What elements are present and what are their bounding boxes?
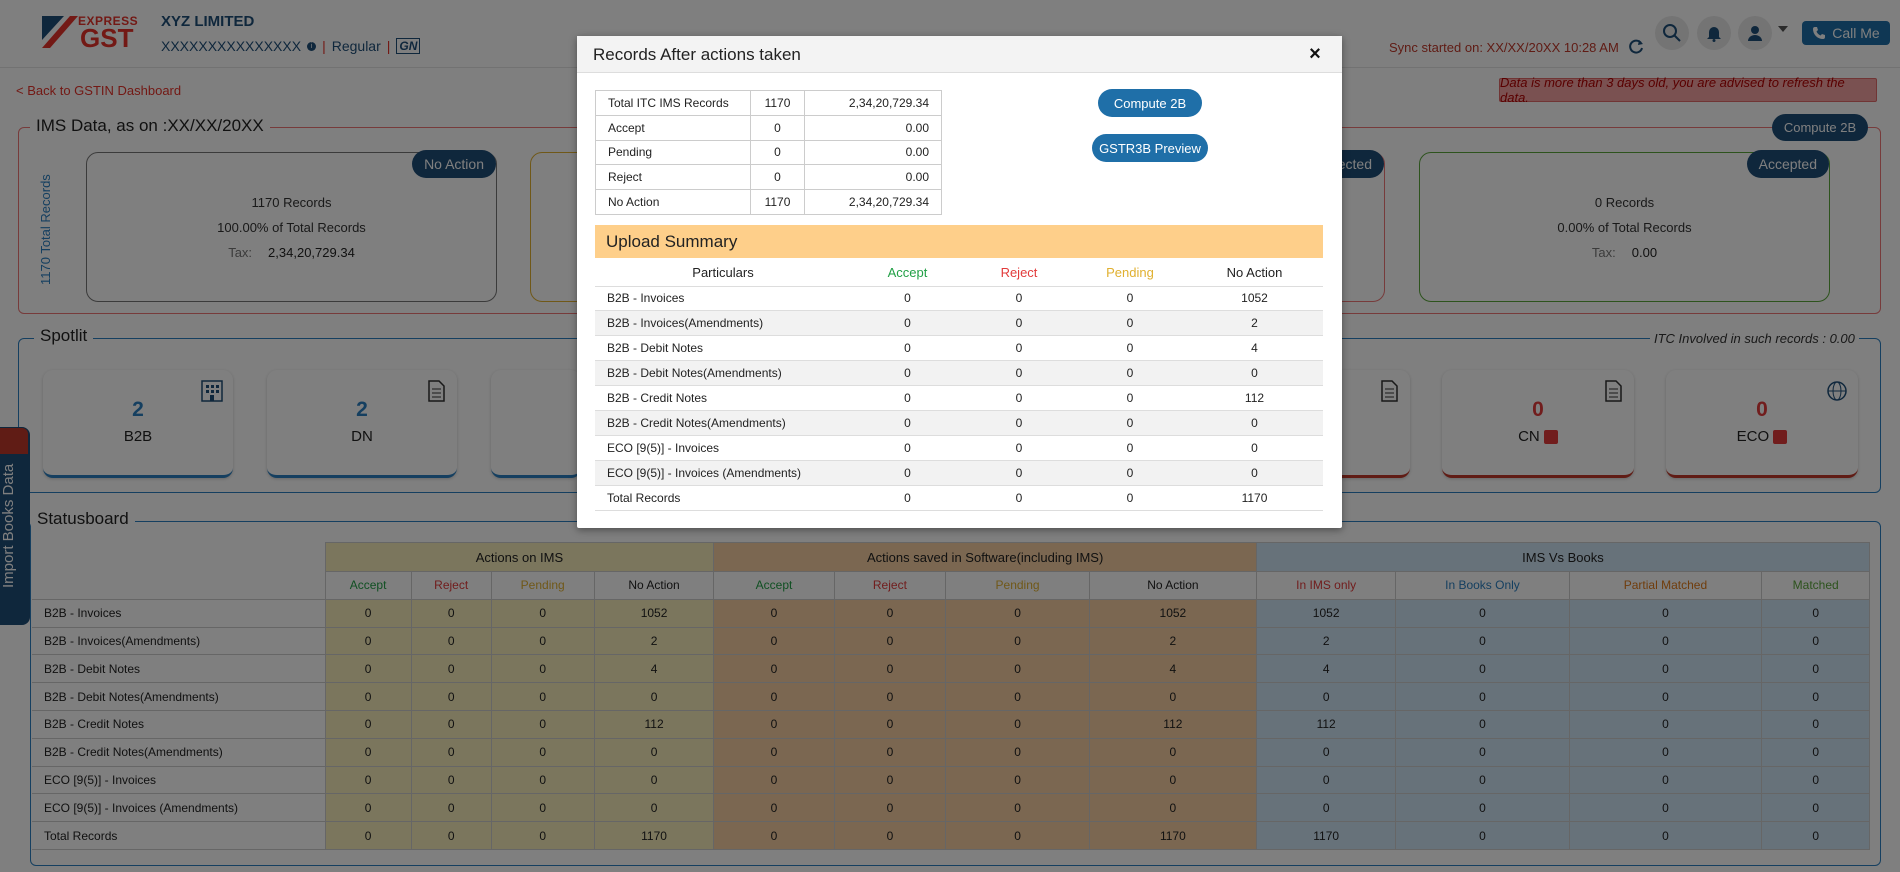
table-cell: 0 (964, 360, 1074, 387)
gstr3b-preview-button[interactable]: GSTR3B Preview (1092, 134, 1208, 162)
table-row: No Action 1170 2,34,20,729.34 (595, 189, 942, 215)
row-label: B2B - Invoices(Amendments) (595, 310, 851, 337)
itc-count: 0 (750, 139, 805, 166)
table-cell: 0 (1074, 485, 1186, 511)
table-row[interactable]: B2B - Invoices(Amendments) 0 0 0 2 (595, 310, 1323, 337)
itc-count: 1170 (750, 90, 805, 116)
upload-summary-title: Upload Summary (595, 225, 1323, 258)
itc-label: No Action (595, 189, 751, 215)
itc-count: 1170 (750, 189, 805, 215)
itc-amount: 2,34,20,729.34 (804, 189, 942, 215)
table-cell: 0 (1074, 335, 1186, 362)
table-cell: 0 (851, 435, 964, 461)
col-header: Reject (964, 260, 1074, 287)
itc-count: 0 (750, 164, 805, 191)
modal-header: Records After actions taken × (577, 36, 1342, 73)
table-cell: 0 (1074, 286, 1186, 312)
col-header: Particulars (595, 260, 851, 287)
itc-label: Total ITC IMS Records (595, 90, 751, 116)
table-cell: 0 (964, 485, 1074, 511)
table-cell: 0 (964, 435, 1074, 461)
table-cell: 2 (1186, 310, 1323, 337)
table-cell: 0 (964, 286, 1074, 312)
table-cell: 0 (964, 460, 1074, 486)
row-label: B2B - Credit Notes(Amendments) (595, 410, 851, 436)
itc-amount: 0.00 (804, 164, 942, 191)
row-label: ECO [9(5)] - Invoices (595, 435, 851, 461)
table-cell: 0 (851, 410, 964, 436)
records-after-actions-modal: Records After actions taken × Total ITC … (577, 36, 1342, 528)
table-cell: 0 (851, 310, 964, 337)
table-row[interactable]: B2B - Debit Notes 0 0 0 4 (595, 335, 1323, 362)
table-cell: 0 (1074, 460, 1186, 486)
itc-amount: 2,34,20,729.34 (804, 90, 942, 116)
modal-title: Records After actions taken (593, 45, 801, 64)
row-label: Total Records (595, 485, 851, 511)
table-cell: 0 (1186, 410, 1323, 436)
table-row[interactable]: B2B - Credit Notes 0 0 0 112 (595, 385, 1323, 411)
row-label: B2B - Invoices (595, 286, 851, 312)
col-header: No Action (1186, 260, 1323, 287)
table-cell: 0 (964, 410, 1074, 436)
row-label: ECO [9(5)] - Invoices (Amendments) (595, 460, 851, 486)
itc-summary-table: Total ITC IMS Records 1170 2,34,20,729.34 A… (595, 90, 942, 215)
table-row[interactable]: ECO [9(5)] - Invoices (Amendments) 0 0 0 0 (595, 460, 1323, 486)
row-label: B2B - Debit Notes (595, 335, 851, 362)
table-cell: 0 (964, 385, 1074, 411)
table-row[interactable]: B2B - Invoices 0 0 0 1052 (595, 286, 1323, 312)
itc-amount: 0.00 (804, 139, 942, 166)
table-cell: 0 (1186, 435, 1323, 461)
upload-summary-table: Particulars Accept Reject Pending No Act… (595, 260, 1323, 511)
table-row[interactable]: B2B - Debit Notes(Amendments) 0 0 0 0 (595, 360, 1323, 387)
itc-label: Pending (595, 139, 751, 166)
table-cell: 0 (1074, 310, 1186, 337)
table-cell: 0 (851, 286, 964, 312)
table-cell: 0 (964, 335, 1074, 362)
table-row[interactable]: B2B - Credit Notes(Amendments) 0 0 0 0 (595, 410, 1323, 436)
table-cell: 1052 (1186, 286, 1323, 312)
table-row: Reject 0 0.00 (595, 164, 942, 191)
itc-count: 0 (750, 114, 805, 141)
table-cell: 4 (1186, 335, 1323, 362)
table-cell: 0 (1074, 360, 1186, 387)
table-row: Total ITC IMS Records 1170 2,34,20,729.34 (595, 90, 942, 116)
table-cell: 0 (1074, 410, 1186, 436)
table-cell: 0 (1074, 435, 1186, 461)
col-header: Pending (1074, 260, 1186, 287)
table-cell: 0 (1186, 360, 1323, 387)
table-row[interactable]: ECO [9(5)] - Invoices 0 0 0 0 (595, 435, 1323, 461)
modal-compute-2b-button[interactable]: Compute 2B (1098, 89, 1202, 117)
table-cell: 0 (851, 335, 964, 362)
col-header: Accept (851, 260, 964, 287)
table-cell: 112 (1186, 385, 1323, 411)
table-cell: 1170 (1186, 485, 1323, 511)
table-cell: 0 (851, 460, 964, 486)
row-label: B2B - Credit Notes (595, 385, 851, 411)
row-label: B2B - Debit Notes(Amendments) (595, 360, 851, 387)
table-row: Pending 0 0.00 (595, 139, 942, 166)
itc-amount: 0.00 (804, 114, 942, 141)
table-cell: 0 (851, 360, 964, 387)
table-header-row: Particulars Accept Reject Pending No Act… (595, 260, 1323, 287)
table-cell: 0 (851, 485, 964, 511)
close-icon[interactable]: × (1309, 43, 1321, 65)
table-row: Accept 0 0.00 (595, 114, 942, 141)
table-cell: 0 (964, 310, 1074, 337)
table-row[interactable]: Total Records 0 0 0 1170 (595, 485, 1323, 511)
table-cell: 0 (851, 385, 964, 411)
table-cell: 0 (1074, 385, 1186, 411)
itc-label: Reject (595, 164, 751, 191)
table-cell: 0 (1186, 460, 1323, 486)
itc-label: Accept (595, 114, 751, 141)
